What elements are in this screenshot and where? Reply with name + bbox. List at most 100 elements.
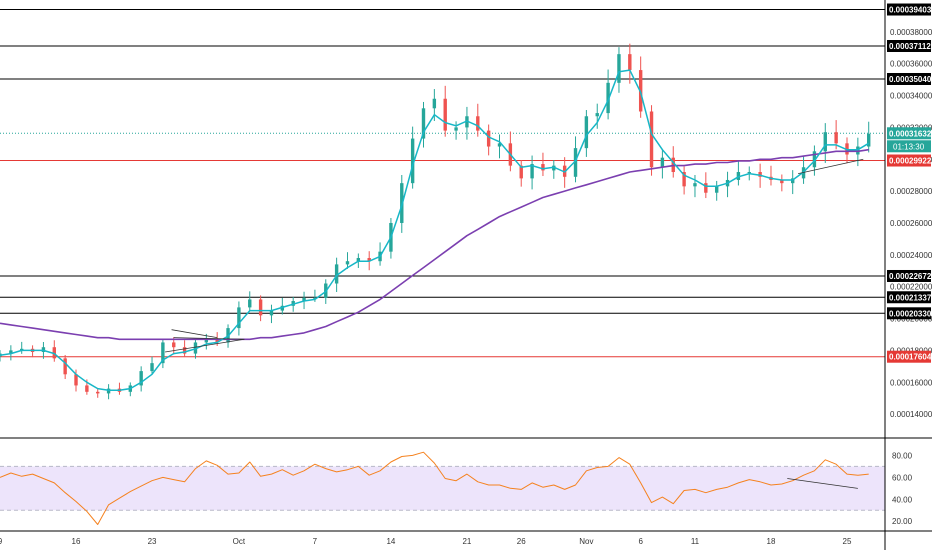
level-label: 0.00029922 xyxy=(889,157,932,166)
rsi-tick-label: 80.00 xyxy=(892,451,913,460)
time-tick-label: Nov xyxy=(579,537,593,546)
candle-body xyxy=(334,264,339,284)
candle-body xyxy=(367,258,371,262)
ma-slow-line xyxy=(0,148,869,341)
candle-body xyxy=(584,116,589,149)
candle-body xyxy=(63,358,67,375)
candle-body xyxy=(573,148,578,177)
rsi-tick-label: 60.00 xyxy=(892,473,913,482)
candle-body xyxy=(649,111,654,168)
time-tick-label: 25 xyxy=(843,537,852,546)
candle-body xyxy=(465,116,469,128)
level-label-box xyxy=(887,154,931,167)
candle-body xyxy=(258,299,263,316)
rsi-band xyxy=(0,466,885,511)
candle-body xyxy=(204,339,209,343)
time-tick-label: 14 xyxy=(386,537,395,546)
candle-body xyxy=(704,183,708,193)
time-tick-label: 16 xyxy=(72,537,81,546)
level-label: 0.00039403 xyxy=(889,6,932,15)
candle-body xyxy=(161,342,165,364)
candle-body xyxy=(541,164,545,171)
level-label-box xyxy=(887,307,931,320)
level-label: 0.00035040 xyxy=(889,75,932,84)
level-label-box xyxy=(887,291,931,304)
candle-body xyxy=(693,183,697,187)
candle-body xyxy=(248,299,252,308)
trendline-drawing xyxy=(164,338,245,353)
candle-body xyxy=(345,261,350,265)
candle-body xyxy=(660,157,665,168)
price-tick-label: 0.00016000 xyxy=(890,378,932,387)
candle-body xyxy=(172,342,176,348)
rsi-tick-label: 40.00 xyxy=(892,495,913,504)
level-label-box xyxy=(887,39,931,52)
level-label: 0.00022672 xyxy=(889,272,932,281)
trendline-drawing xyxy=(173,337,245,340)
candle-body xyxy=(758,172,762,177)
candle-body xyxy=(410,138,415,184)
candle-body xyxy=(595,113,599,117)
candle-body xyxy=(628,54,632,71)
candle-body xyxy=(291,301,295,306)
time-tick-label: 7 xyxy=(313,537,318,546)
trendline-drawing xyxy=(798,158,864,174)
candle-body xyxy=(790,178,795,184)
candle-body xyxy=(486,130,491,147)
candle-body xyxy=(432,98,437,109)
level-label: 0.00017604 xyxy=(889,353,932,362)
price-tick-label: 0.00028000 xyxy=(890,187,932,196)
time-tick-label: 6 xyxy=(638,537,643,546)
price-tick-label: 0.00022000 xyxy=(890,283,932,292)
current-price-label-box xyxy=(887,127,931,140)
price-tick-label: 0.00026000 xyxy=(890,219,932,228)
candle-body xyxy=(530,164,534,179)
candle-body xyxy=(269,310,274,316)
candle-body xyxy=(823,132,827,152)
time-tick-label: 11 xyxy=(691,537,700,546)
time-tick-label: Oct xyxy=(233,537,246,546)
trendline-drawing xyxy=(171,329,218,339)
candle-body xyxy=(780,179,784,184)
candle-body xyxy=(9,350,13,354)
candle-body xyxy=(280,305,285,311)
candle-body xyxy=(747,172,751,174)
candle-body xyxy=(497,143,502,147)
level-label: 0.00021337 xyxy=(889,293,932,302)
candle-body xyxy=(20,348,24,351)
candle-body xyxy=(682,172,686,187)
candle-body xyxy=(714,186,719,193)
level-label-box xyxy=(887,3,931,16)
time-tick-label: 26 xyxy=(517,537,526,546)
level-label-box xyxy=(887,72,931,85)
candle-body xyxy=(106,388,111,394)
candle-body xyxy=(356,258,361,262)
time-tick-label: 21 xyxy=(462,537,471,546)
candle-body xyxy=(421,108,426,139)
level-label-box xyxy=(887,350,931,363)
candle-body xyxy=(552,165,556,171)
price-tick-label: 0.00034000 xyxy=(890,92,932,101)
time-tick-label: 23 xyxy=(148,537,157,546)
countdown-label: 01:13:30 xyxy=(893,142,925,151)
price-tick-label: 0.00024000 xyxy=(890,251,932,260)
level-label: 0.00037112 xyxy=(889,42,931,51)
candle-body xyxy=(867,133,871,147)
price-tick-label: 0.00036000 xyxy=(890,60,932,69)
price-tick-label: 0.00014000 xyxy=(890,410,932,419)
level-label: 0.00020330 xyxy=(889,309,932,318)
candle-body xyxy=(302,297,306,302)
candle-body xyxy=(96,391,100,394)
countdown-box xyxy=(887,140,931,153)
candle-body xyxy=(139,371,143,386)
time-tick-label: 9 xyxy=(0,537,3,546)
candle-body xyxy=(519,165,523,179)
candle-body xyxy=(85,385,89,392)
ma-fast-line xyxy=(0,69,870,391)
candle-body xyxy=(215,339,219,343)
candle-body xyxy=(237,307,241,329)
candle-body xyxy=(182,347,187,354)
